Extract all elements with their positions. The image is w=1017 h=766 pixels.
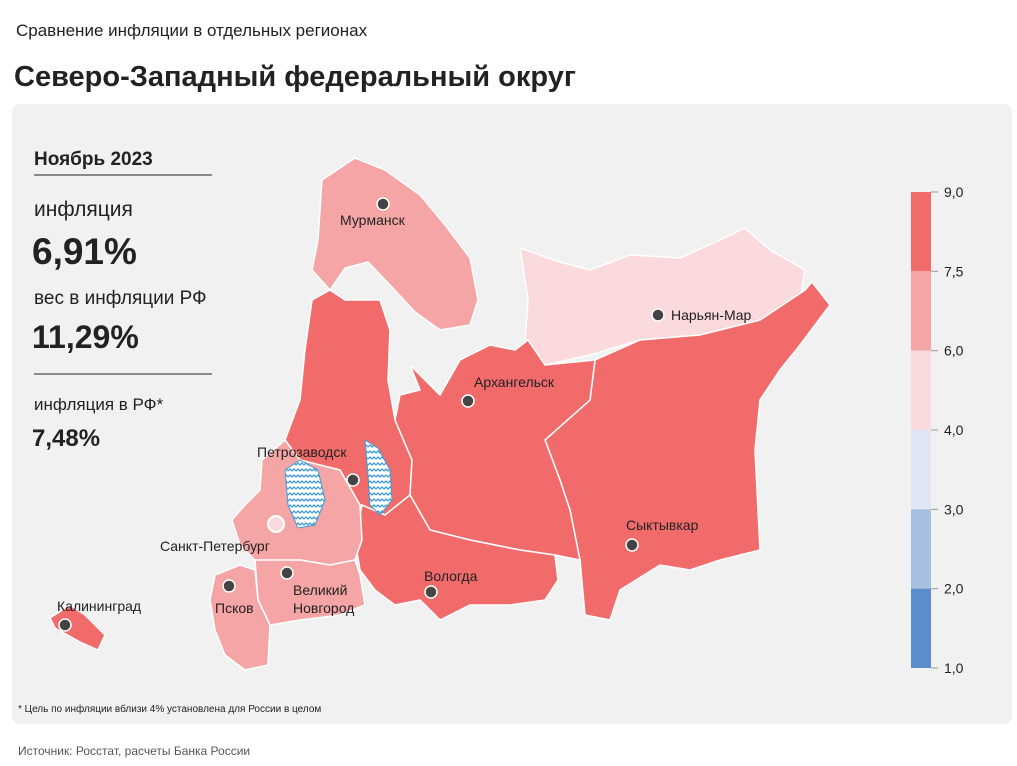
legend-label: 9,0 [944, 184, 964, 200]
legend-band [911, 350, 931, 430]
city-label: Петрозаводск [257, 444, 347, 460]
period: Ноябрь 2023 [34, 149, 153, 170]
city-label: Нарьян-Мар [671, 307, 752, 323]
legend-band [911, 271, 931, 351]
lake-ladoga [284, 459, 326, 529]
city-dot [280, 566, 294, 580]
inflation-value: 6,91% [32, 231, 137, 272]
city-dot [58, 618, 72, 632]
city-dot [461, 394, 475, 408]
info: Ноябрь 2023 инфляция 6,91% вес в инфляци… [32, 149, 212, 452]
cities: Мурманск Нарьян-Мар Архангельск Петрозав… [57, 197, 752, 632]
city-label: Великий Новгород [293, 582, 354, 616]
legend-label: 3,0 [944, 501, 964, 517]
legend-label: 7,5 [944, 263, 964, 279]
legend-label: 2,0 [944, 581, 964, 597]
legend: 9,0 7,5 6,0 4,0 3,0 2,0 1,0 [911, 184, 964, 676]
legend-band [911, 588, 931, 668]
city-dot [222, 579, 236, 593]
city-dot [346, 473, 360, 487]
rf-label: инфляция в РФ* [34, 395, 164, 414]
region-vologda [354, 493, 559, 621]
city-label: Санкт-Петербург [160, 538, 270, 554]
inflation-label: инфляция [34, 198, 133, 221]
legend-label: 4,0 [944, 422, 964, 438]
city-dot [625, 538, 639, 552]
title: Северо-Западный федеральный округ [14, 61, 576, 93]
city-dot [651, 308, 665, 322]
rf-value: 7,48% [32, 425, 100, 452]
city-label: Сыктывкар [626, 517, 699, 533]
region-murmansk [311, 157, 479, 331]
region-arkhangelsk [394, 338, 596, 561]
city-dot [424, 585, 438, 599]
city-label: Архангельск [474, 374, 555, 390]
weight-label: вес в инфляции РФ [34, 288, 207, 309]
source: Источник: Росстат, расчеты Банка России [18, 744, 250, 758]
footnote: * Цель по инфляции вблизи 4% установлена… [18, 703, 321, 715]
city-label: Мурманск [340, 212, 406, 228]
legend-label: 6,0 [944, 343, 964, 359]
region-kaliningrad [49, 604, 106, 651]
city-label: Псков [215, 600, 254, 616]
legend-band [911, 509, 931, 589]
legend-band [911, 192, 931, 272]
lake-onega [364, 439, 393, 516]
subtitle: Сравнение инфляции в отдельных регионах [16, 21, 368, 40]
city-label: Вологда [424, 568, 478, 584]
city-dot [376, 197, 390, 211]
spb-city [267, 515, 285, 533]
weight-value: 11,29% [32, 319, 139, 355]
map [49, 157, 831, 671]
city-label: Калининград [57, 598, 141, 614]
legend-label: 1,0 [944, 660, 964, 676]
legend-band [911, 430, 931, 510]
